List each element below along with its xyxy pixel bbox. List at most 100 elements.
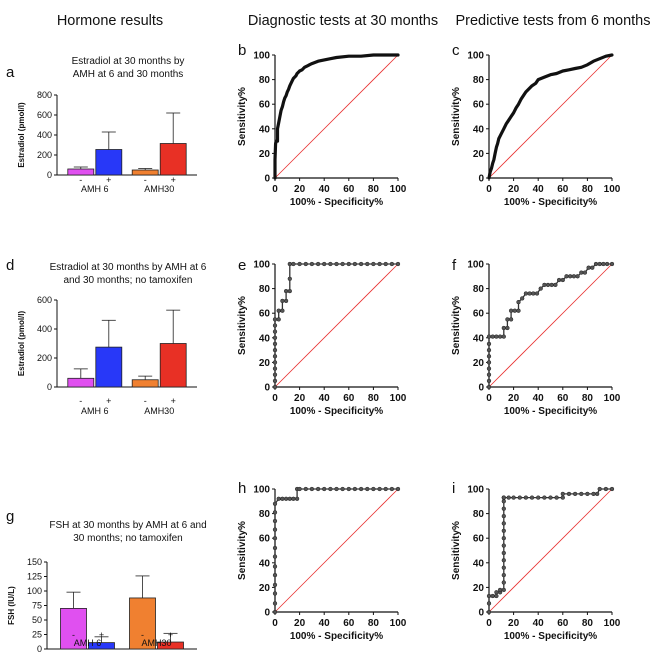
roc-point: [486, 601, 492, 606]
roc-point: [309, 486, 315, 492]
roc-point: [508, 308, 514, 313]
roc-point: [272, 323, 278, 328]
roc-point: [501, 543, 506, 548]
roc-point: [501, 587, 506, 593]
roc-point: [294, 496, 300, 501]
roc-point: [536, 495, 541, 500]
roc-point: [486, 366, 492, 371]
bar-d-2: [131, 379, 159, 388]
bar-sign-label: +: [171, 175, 176, 185]
roc-point: [309, 261, 315, 267]
roc-point: [276, 308, 281, 313]
roc-point: [534, 291, 540, 296]
roc-points-i: [486, 486, 615, 615]
roc-point: [365, 486, 370, 492]
roc-point: [597, 486, 602, 492]
bar-sign-label: +: [168, 630, 173, 640]
roc-point: [516, 299, 521, 305]
roc-point: [272, 554, 278, 559]
x-tick-label: 100: [390, 393, 407, 404]
x-tick-label: 80: [582, 393, 594, 404]
y-tick-label: 0: [47, 170, 52, 180]
roc-point: [486, 334, 492, 339]
roc-point: [303, 261, 308, 267]
x-tick-label: 100: [604, 618, 621, 629]
roc-point: [272, 329, 278, 334]
y-tick-label: 100: [253, 485, 270, 496]
chart-d: d Estradiol at 30 months by AMH at 6 and 3…: [6, 257, 207, 416]
chart-g: g FSH at 30 months by AMH at 6 and 30 mont…: [6, 508, 207, 654]
roc-point: [297, 261, 302, 267]
x-tick-label: 60: [343, 184, 355, 195]
roc-point: [501, 536, 506, 541]
roc-point: [346, 261, 351, 267]
y-tick-label: 20: [259, 358, 271, 369]
roc-point: [377, 486, 382, 492]
y-tick-label: 60: [473, 100, 485, 111]
bar-sign-label: -: [72, 630, 75, 640]
roc-point: [511, 495, 516, 500]
roc-point: [595, 491, 600, 497]
roc-point: [553, 282, 558, 288]
roc-point: [328, 261, 333, 267]
y-tick-label: 200: [37, 150, 52, 160]
bar-sign-label: -: [79, 175, 82, 185]
roc-point: [486, 372, 492, 377]
x-tick-label: 40: [319, 618, 331, 629]
header-diagnostic-tests: Diagnostic tests at 30 months: [248, 13, 438, 29]
roc-point: [272, 510, 278, 515]
x-tick-label: 100: [390, 184, 407, 195]
roc-point: [523, 495, 529, 500]
bar-sign-label: -: [144, 396, 147, 406]
roc-point: [315, 486, 321, 492]
reference-diagonal-f: [488, 263, 613, 388]
x-tick-label: 40: [533, 618, 545, 629]
x-tick-label: 80: [368, 393, 380, 404]
chart-title-g: 30 months; no tamoxifen: [73, 533, 183, 544]
roc-point: [322, 486, 327, 492]
roc-point: [591, 491, 596, 497]
roc-point: [494, 590, 499, 595]
roc-point: [283, 298, 289, 304]
roc-point: [501, 325, 506, 331]
panel-label-g: g: [6, 508, 14, 525]
roc-points-f: [486, 261, 615, 390]
bar-sign-label: -: [141, 630, 144, 640]
y-tick-label: 20: [473, 149, 485, 160]
bar-sign-label: +: [171, 396, 176, 406]
reference-diagonal-e: [274, 263, 399, 388]
roc-point: [371, 486, 376, 492]
x-tick-label: 40: [533, 393, 545, 404]
x-tick-label: 20: [294, 618, 306, 629]
roc-point: [272, 372, 278, 377]
bar-a-1: [95, 149, 123, 176]
roc-points-h: [272, 486, 401, 615]
roc-point: [272, 609, 278, 615]
roc-point: [287, 261, 292, 267]
roc-point: [395, 486, 401, 492]
y-tick-label: 0: [264, 174, 270, 185]
x-tick-label: 40: [319, 184, 331, 195]
roc-point: [538, 286, 543, 291]
bar-sign-label: -: [144, 175, 147, 185]
chart-i: i 00 20 20 40 40 60 60 80 80 100 100 100% - Specific…: [451, 480, 621, 642]
x-tick-label: 20: [508, 618, 520, 629]
roc-point: [556, 277, 562, 283]
y-tick-label: 100: [467, 485, 484, 496]
bar-d-3: [159, 343, 187, 388]
roc-point: [501, 495, 506, 500]
roc-point: [486, 341, 492, 347]
roc-point: [490, 334, 495, 339]
x-tick-label: 0: [272, 393, 278, 404]
roc-point: [272, 378, 278, 384]
y-tick-label: 0: [37, 644, 42, 654]
y-axis-label-c: Sensitivity%: [451, 87, 462, 146]
roc-point: [505, 325, 510, 331]
roc-point: [287, 288, 292, 294]
roc-point: [272, 527, 278, 532]
roc-point: [352, 486, 358, 492]
chart-e: e 00 20 20 40 40 60 60 80 80 100 100 100% - Specific…: [237, 257, 407, 417]
roc-point: [575, 274, 580, 279]
roc-point: [287, 496, 292, 501]
roc-point: [272, 545, 278, 551]
